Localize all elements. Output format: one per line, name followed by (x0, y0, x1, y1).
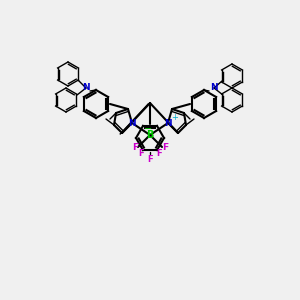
Text: F: F (147, 155, 153, 164)
Text: N: N (164, 118, 172, 127)
Text: −: − (144, 124, 152, 134)
Text: F: F (132, 142, 138, 152)
Text: +: + (172, 112, 178, 122)
Text: F: F (162, 142, 168, 152)
Text: N: N (128, 118, 136, 127)
Text: F: F (156, 148, 162, 158)
Text: N: N (82, 83, 90, 92)
Text: F: F (138, 148, 144, 158)
Text: N: N (210, 83, 218, 92)
Text: B: B (146, 130, 154, 140)
